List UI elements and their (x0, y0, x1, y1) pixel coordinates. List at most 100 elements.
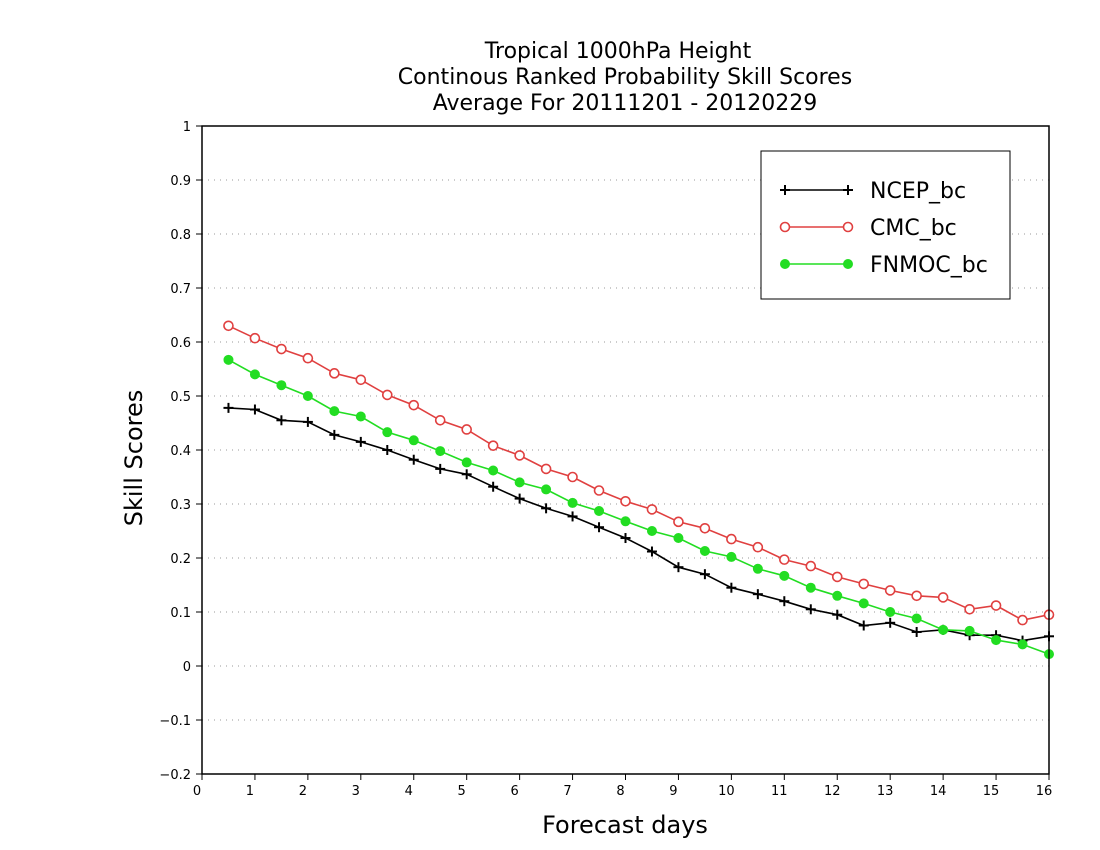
data-point (355, 436, 366, 447)
data-point (514, 493, 525, 504)
data-point (302, 352, 314, 364)
data-point (990, 600, 1002, 611)
data-point (646, 526, 657, 536)
data-point (885, 617, 896, 628)
data-point (699, 545, 710, 556)
y-tick-label: 0 (183, 660, 191, 675)
y-tick-label: 0.3 (170, 498, 191, 513)
x-tick-label: 2 (299, 784, 307, 799)
data-point (461, 469, 472, 480)
series-cmc-bc (223, 320, 1055, 626)
data-point (223, 402, 234, 413)
data-point (805, 560, 817, 572)
data-point (673, 516, 684, 528)
data-point (408, 454, 419, 465)
data-point (249, 404, 260, 415)
data-point (355, 411, 366, 422)
data-point (842, 221, 854, 233)
data-point (779, 596, 790, 607)
series-fnmoc-bc (223, 354, 1054, 660)
data-point (779, 554, 790, 565)
data-point (329, 368, 340, 379)
data-point (620, 533, 631, 544)
data-point (964, 625, 975, 636)
x-tick-label: 3 (352, 784, 360, 799)
data-point (381, 389, 393, 401)
data-point (911, 613, 922, 624)
data-point (620, 516, 631, 527)
data-point (434, 414, 446, 426)
x-tick-label: 9 (669, 784, 677, 799)
data-point (223, 320, 234, 332)
data-point (276, 343, 287, 355)
data-point (646, 546, 657, 557)
y-tick-label: −0.1 (159, 714, 191, 729)
y-tick-label: 0.8 (170, 228, 191, 243)
data-point (858, 578, 870, 590)
data-point (461, 424, 472, 435)
data-point (435, 446, 446, 457)
data-point (885, 607, 896, 617)
data-point (843, 185, 853, 195)
y-tick-label: 0.1 (170, 606, 191, 621)
y-axis: −0.2 −0.1 0 0.1 0.2 0.3 0.4 0.5 0.6 0.7 0.8 0.9 1 (159, 120, 202, 783)
data-point (620, 495, 631, 507)
data-point (699, 522, 711, 534)
data-point (276, 380, 287, 391)
data-point (699, 569, 710, 580)
x-tick-label: 7 (563, 784, 571, 799)
legend-item: FNMOC_bc (780, 253, 988, 278)
data-point (1017, 614, 1028, 626)
chart-title-line-2: Continous Ranked Probability Skill Score… (398, 65, 852, 90)
x-tick-label: 5 (458, 784, 466, 799)
series-lines (223, 320, 1055, 660)
data-point (1017, 639, 1028, 650)
data-point (779, 221, 791, 233)
data-point (567, 511, 578, 522)
data-point (382, 445, 393, 455)
data-point (780, 259, 790, 269)
data-point (382, 427, 393, 438)
data-point (726, 551, 737, 562)
data-point (726, 533, 737, 545)
data-point (780, 185, 790, 195)
data-point (831, 571, 843, 583)
data-point (276, 415, 287, 426)
x-tick-label: 6 (510, 784, 518, 799)
data-point (435, 463, 446, 474)
y-tick-label: 0.4 (170, 444, 191, 459)
data-point (884, 585, 896, 596)
x-axis-label: Forecast days (542, 811, 708, 839)
data-point (673, 533, 684, 544)
y-axis-label: Skill Scores (120, 390, 148, 527)
data-point (302, 416, 313, 427)
legend-box (760, 150, 1011, 300)
data-point (329, 429, 340, 440)
chart-title-line-3: Average For 20111201 - 20120229 (433, 91, 818, 116)
data-point (805, 604, 816, 615)
data-point (832, 609, 843, 620)
data-point (514, 477, 525, 488)
data-point (752, 541, 764, 553)
x-tick-label: 1 (246, 784, 254, 799)
data-point (249, 332, 261, 344)
data-point (991, 635, 1002, 646)
data-point (594, 506, 605, 517)
data-point (937, 592, 949, 603)
legend-label: FNMOC_bc (870, 253, 988, 278)
chart-title-line-1: Tropical 1000hPa Height (484, 39, 752, 64)
data-point (567, 497, 578, 508)
data-point (938, 624, 949, 635)
data-point (541, 484, 552, 495)
series-line (228, 359, 1050, 655)
data-point (355, 374, 367, 386)
data-point (911, 590, 922, 602)
x-tick-label: 16 (1036, 784, 1053, 799)
x-tick-label: 14 (930, 784, 947, 799)
data-point (488, 481, 499, 492)
data-point (752, 563, 763, 574)
data-point (911, 626, 922, 637)
data-point (779, 570, 790, 581)
data-point (805, 582, 816, 593)
